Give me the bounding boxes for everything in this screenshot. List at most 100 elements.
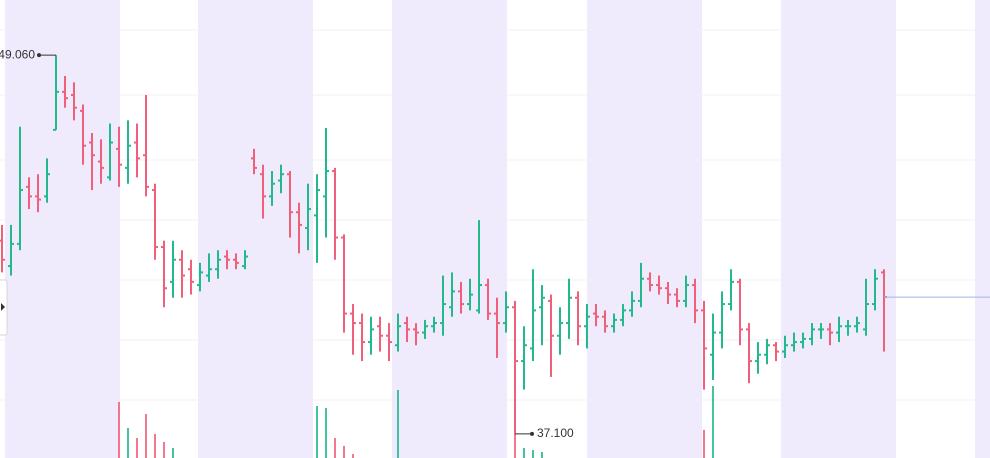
ohlc-bar xyxy=(431,316,437,333)
ohlc-bar xyxy=(611,313,617,333)
ohlc-bar xyxy=(503,291,509,333)
ohlc-bar xyxy=(638,262,644,308)
ohlc-bar xyxy=(665,281,671,305)
ohlc-bar xyxy=(530,269,536,362)
ohlc-bar xyxy=(71,82,77,121)
ohlc-bar xyxy=(521,326,527,390)
ohlc-bar xyxy=(305,183,311,251)
ohlc-bar xyxy=(188,259,194,295)
ohlc-bar xyxy=(692,278,698,324)
volume-bar xyxy=(325,408,327,458)
ohlc-bar xyxy=(719,291,725,349)
ohlc-bar xyxy=(557,307,563,355)
ohlc-bar xyxy=(854,316,860,333)
volume-bar xyxy=(703,430,705,458)
ohlc-bar xyxy=(341,234,347,333)
annotation-label: 37.100 xyxy=(537,426,574,440)
ohlc-bar xyxy=(701,300,707,390)
volume-bar xyxy=(532,450,534,458)
ohlc-bar xyxy=(260,164,266,219)
ohlc-bar xyxy=(89,133,95,191)
ohlc-bar xyxy=(647,272,653,292)
ohlc-bar xyxy=(584,304,590,349)
ohlc-bar xyxy=(296,202,302,254)
volume-bar xyxy=(316,406,318,458)
ohlc-bar xyxy=(800,332,806,349)
ohlc-bar xyxy=(566,278,572,339)
ohlc-bar xyxy=(251,148,257,175)
ohlc-bar xyxy=(314,174,320,263)
volume-bar xyxy=(154,434,156,458)
ohlc-bar xyxy=(116,126,122,187)
ohlc-bar xyxy=(548,294,554,377)
ohlc-bar xyxy=(350,304,356,355)
ohlc-bar xyxy=(746,323,752,384)
ohlc-bar xyxy=(593,304,599,327)
session-band xyxy=(198,0,313,458)
ohlc-bar xyxy=(377,316,383,352)
ohlc-bar xyxy=(476,220,482,314)
ohlc-bar xyxy=(8,224,14,276)
ohlc-bar xyxy=(215,250,221,279)
ohlc-bar xyxy=(35,174,41,213)
ohlc-bar xyxy=(512,300,518,434)
ohlc-bar xyxy=(26,177,32,210)
ohlc-bar xyxy=(53,55,59,131)
ohlc-bar xyxy=(287,171,293,238)
ohlc-bar xyxy=(575,291,581,346)
ohlc-bar xyxy=(818,323,824,339)
ohlc-bar xyxy=(602,310,608,333)
ohlc-bar xyxy=(269,171,275,206)
annotation-dot xyxy=(37,53,41,58)
ohlc-bar xyxy=(278,164,284,194)
ohlc-bar xyxy=(143,95,149,197)
scroll-handle[interactable] xyxy=(0,279,8,336)
volume-bar xyxy=(352,454,354,458)
ohlc-bar xyxy=(242,250,248,270)
volume-bar xyxy=(523,448,525,458)
session-band xyxy=(392,0,507,458)
session-band xyxy=(781,0,896,458)
ohlc-bar xyxy=(62,76,68,108)
volume-bar xyxy=(334,438,336,458)
ohlc-bar xyxy=(710,313,716,381)
scroll-arrow[interactable] xyxy=(1,303,5,311)
ohlc-bar xyxy=(98,139,104,184)
ohlc-bar xyxy=(332,167,338,260)
ohlc-bar xyxy=(620,304,626,327)
ohlc-bar xyxy=(791,332,797,352)
ohlc-bar xyxy=(728,269,734,311)
ohlc-bar xyxy=(224,250,230,270)
volume-bar xyxy=(136,438,138,458)
volume-bar xyxy=(541,452,543,458)
ohlc-bar xyxy=(737,278,743,346)
ohlc-bar xyxy=(359,313,365,362)
ohlc-bar xyxy=(386,323,392,362)
ohlc-bar xyxy=(161,240,167,308)
volume-bar xyxy=(514,434,516,458)
ohlc-bar xyxy=(863,278,869,336)
ohlc-bar xyxy=(233,253,239,270)
session-band xyxy=(587,0,702,458)
volume-bar xyxy=(127,428,129,458)
ohlc-bar xyxy=(827,323,833,346)
volume-bar xyxy=(163,442,165,458)
ohlc-bar xyxy=(134,123,140,178)
volume-bar xyxy=(118,402,120,458)
ohlc-bar xyxy=(197,262,203,292)
ohlc-bar xyxy=(539,285,545,346)
ohlc-bar xyxy=(494,297,500,358)
session-band xyxy=(975,0,990,458)
ohlc-bar xyxy=(80,104,86,165)
ohlc-bar xyxy=(656,275,662,295)
ohlc-bar xyxy=(179,250,185,298)
ohlc-bar xyxy=(449,272,455,317)
ohlc-bar xyxy=(107,123,113,181)
ohlc-bar xyxy=(809,323,815,346)
ohlc-bar xyxy=(413,323,419,346)
ohlc-bar xyxy=(170,240,176,298)
annotation-label: 49.060 xyxy=(0,47,35,61)
ohlc-bar xyxy=(368,316,374,355)
